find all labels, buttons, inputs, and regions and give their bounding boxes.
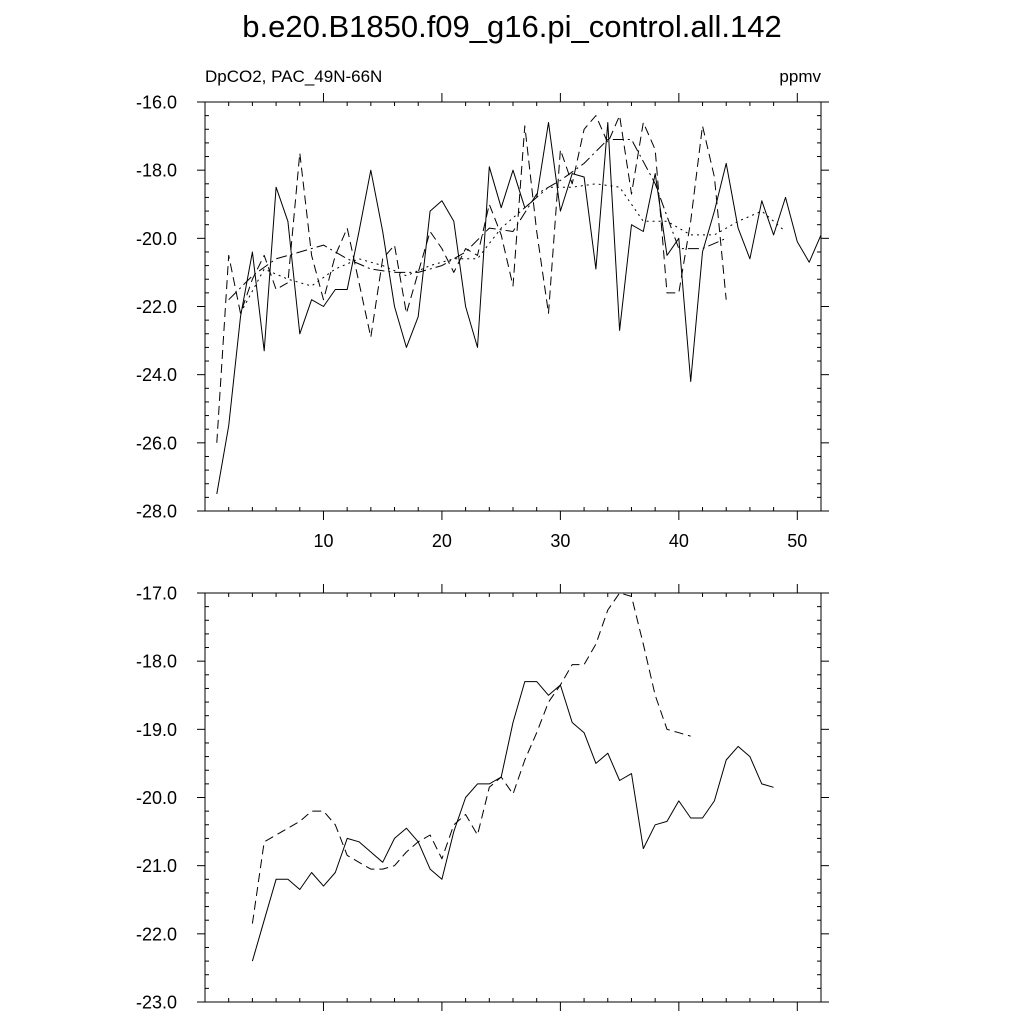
y-tick-label: -20.0 xyxy=(136,229,177,249)
y-tick-label: -18.0 xyxy=(136,161,177,181)
x-tick-label: 50 xyxy=(787,531,807,551)
y-tick-label: -21.0 xyxy=(136,856,177,876)
series-line-solid xyxy=(251,681,774,962)
plot-frame xyxy=(204,592,822,1003)
y-tick-label: -28.0 xyxy=(136,502,177,522)
panel-subtitle-right: ppmv xyxy=(779,67,821,86)
top-panel: 10 20 30 40 50 -28.0 -26.0 -24.0 -22.0 -20.0 -18.0… xyxy=(136,93,829,551)
x-tick-label: 30 xyxy=(550,531,570,551)
series-line-solid xyxy=(216,122,822,495)
y-tick-label: -20.0 xyxy=(136,788,177,808)
y-tick-label: -17.0 xyxy=(136,584,177,604)
x-tick-label: 40 xyxy=(669,531,689,551)
y-tick-label: -19.0 xyxy=(136,720,177,740)
y-tick-label: -18.0 xyxy=(136,652,177,672)
bottom-panel: -23.0 -22.0 -21.0 -20.0 -19.0 -18.0 -17.0 xyxy=(136,584,829,1013)
series-line-dashed xyxy=(251,592,691,924)
y-tick-label: -22.0 xyxy=(136,924,177,944)
series-line-dashed xyxy=(216,115,727,443)
chart-title: b.e20.B1850.f09_g16.pi_control.all.142 xyxy=(242,9,782,44)
y-tick-label: -23.0 xyxy=(136,993,177,1013)
y-tick-label: -16.0 xyxy=(136,93,177,113)
panel-subtitle-left: DpCO2, PAC_49N-66N xyxy=(205,67,382,86)
y-tick-label: -26.0 xyxy=(136,433,177,453)
x-tick-label: 10 xyxy=(313,531,333,551)
x-tick-label: 20 xyxy=(432,531,452,551)
y-tick-label: -24.0 xyxy=(136,365,177,385)
y-tick-label: -22.0 xyxy=(136,297,177,317)
series-line-dash-dot xyxy=(228,139,727,301)
